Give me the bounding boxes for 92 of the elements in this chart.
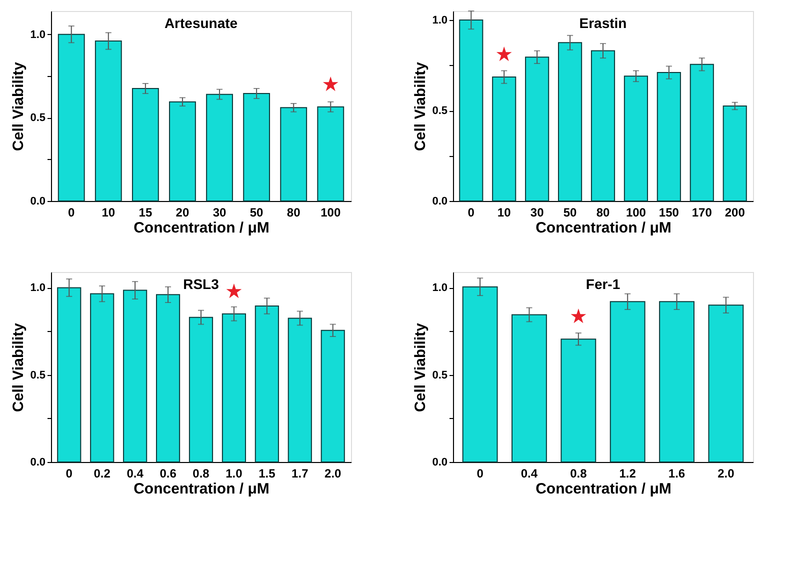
x-tick-label: 1.5 <box>258 466 276 480</box>
annotation: ★ <box>322 72 340 96</box>
x-tick-label: 30 <box>212 206 227 220</box>
y-tick-label: 1.0 <box>432 14 448 27</box>
x-tick-label: 0 <box>68 206 76 220</box>
x-tick-label: 2.0 <box>324 466 342 480</box>
x-tick-label: 0.8 <box>570 466 588 480</box>
x-tick-label: 2.0 <box>718 466 735 480</box>
bar <box>462 286 498 462</box>
x-tick-label: 80 <box>286 206 301 220</box>
bar <box>722 106 747 202</box>
bar <box>94 40 122 202</box>
y-tick-label: 0.5 <box>432 105 448 118</box>
bar <box>206 94 233 202</box>
x-tick-label: 50 <box>563 206 578 220</box>
y-tick-label: 0.5 <box>432 369 448 382</box>
bar <box>659 301 694 462</box>
bar <box>254 305 279 462</box>
x-tick-label: 0.6 <box>160 466 177 480</box>
y-tick-label: 0.0 <box>432 456 448 468</box>
y-axis-title: Cell Viability <box>10 61 28 151</box>
bar <box>492 76 516 202</box>
x-tick-label: 0 <box>468 206 475 220</box>
y-tick-label: 1.0 <box>30 28 46 41</box>
bar <box>243 93 270 202</box>
bar <box>57 287 82 462</box>
x-tick-label: 150 <box>658 206 680 220</box>
x-tick-label: 1.7 <box>292 466 309 480</box>
x-axis-title: Concentration / μM <box>536 220 672 236</box>
y-tick-label: 1.0 <box>30 282 46 294</box>
x-tick-label: 0.8 <box>192 466 210 480</box>
x-tick-label: 10 <box>102 206 116 220</box>
bar <box>624 76 648 202</box>
annotation: ★ <box>569 304 588 328</box>
x-tick-label: 100 <box>320 206 341 220</box>
x-tick-label: 10 <box>497 206 512 220</box>
y-tick-label: 0.0 <box>432 196 448 208</box>
bar <box>708 304 744 462</box>
x-tick-label: 15 <box>138 206 152 220</box>
annotation: ★ <box>495 42 514 66</box>
bar <box>525 56 550 202</box>
bar <box>558 42 582 202</box>
x-tick-label: 0.4 <box>520 466 538 480</box>
x-tick-label: 100 <box>626 206 646 220</box>
bar <box>656 72 681 202</box>
bar <box>222 313 246 462</box>
bar <box>317 106 344 202</box>
y-axis-title: Cell Viability <box>10 322 28 412</box>
y-tick-label: 0.5 <box>30 112 46 124</box>
x-tick-label: 0 <box>66 466 73 480</box>
x-tick-label: 0.2 <box>94 466 111 480</box>
y-tick-label: 0.0 <box>30 196 46 208</box>
chart-title: RSL3 <box>183 276 220 292</box>
y-axis-title: Cell Viability <box>412 61 430 151</box>
bar <box>288 318 312 462</box>
y-axis-title: Cell Viability <box>412 322 430 412</box>
x-tick-label: 1.2 <box>619 466 636 480</box>
bar <box>280 107 308 202</box>
y-tick-label: 1.0 <box>432 282 448 294</box>
y-tick-label: 0.5 <box>30 369 46 382</box>
bar <box>156 294 180 462</box>
bar <box>610 301 646 462</box>
bar <box>132 88 159 202</box>
bar <box>58 34 85 202</box>
x-axis-title: Concentration / μM <box>134 220 270 236</box>
x-tick-label: 50 <box>250 206 264 220</box>
x-tick-label: 80 <box>596 206 610 220</box>
chart-title: Artesunate <box>164 15 238 31</box>
x-tick-label: 1.0 <box>226 466 243 480</box>
bar <box>459 20 484 202</box>
x-axis-title: Concentration / μM <box>134 480 270 498</box>
x-tick-label: 170 <box>692 206 712 220</box>
y-tick-label: 0.0 <box>30 456 46 468</box>
bar <box>169 101 196 202</box>
x-axis-title: Concentration / μM <box>536 480 672 498</box>
x-tick-label: 0.4 <box>126 466 144 480</box>
bar <box>690 64 714 202</box>
annotation: ★ <box>225 278 243 303</box>
chart-title: Erastin <box>579 15 627 31</box>
x-tick-label: 1.6 <box>668 466 686 480</box>
bar <box>188 316 214 462</box>
x-tick-label: 0 <box>476 466 484 480</box>
bar <box>590 50 616 202</box>
bar <box>512 314 547 462</box>
bar <box>90 293 114 462</box>
x-tick-label: 30 <box>530 206 544 220</box>
chart-title: Fer-1 <box>586 276 620 292</box>
bar <box>320 330 345 462</box>
x-tick-label: 200 <box>724 206 746 220</box>
bar <box>123 290 148 462</box>
x-tick-label: 20 <box>176 206 190 220</box>
bar <box>560 338 596 462</box>
